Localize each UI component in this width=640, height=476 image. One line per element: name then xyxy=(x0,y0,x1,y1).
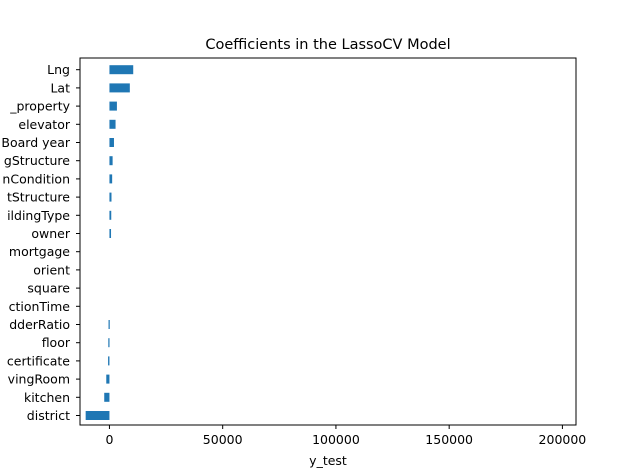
bar-constructionstructure xyxy=(109,192,112,202)
y-tick-label: kitchen xyxy=(24,390,70,405)
bar-ladderratio xyxy=(108,320,110,329)
y-tick-label: Lng xyxy=(47,62,70,77)
y-tick-label: _property xyxy=(9,99,70,114)
bars-group xyxy=(85,65,134,420)
bar-property xyxy=(109,101,117,111)
x-tick-label: 200000 xyxy=(539,432,587,447)
y-tick-label: district xyxy=(27,408,70,423)
bar-owner xyxy=(109,229,112,238)
y-tick-label: vingRoom xyxy=(8,372,70,387)
y-tick-label: mortgage xyxy=(9,244,70,259)
bar-board-year xyxy=(109,138,114,147)
bar-certificate xyxy=(108,356,110,366)
x-tick-label: 0 xyxy=(105,432,113,447)
bar-renovationcondition xyxy=(109,174,113,184)
bar-kitchen xyxy=(104,392,110,402)
bar-district xyxy=(85,411,110,420)
x-axis-label: y_test xyxy=(309,453,347,468)
bar-buildingtype xyxy=(109,210,112,220)
y-tick-label: owner xyxy=(31,226,70,241)
bar-buildingstructure xyxy=(109,156,113,166)
y-tick-label: Lat xyxy=(50,80,70,95)
x-tick-label: 100000 xyxy=(312,432,360,447)
y-tick-label: floor xyxy=(42,335,71,350)
x-tick-label: 150000 xyxy=(425,432,473,447)
bar-lat xyxy=(109,83,130,93)
bar-elevator xyxy=(109,119,116,129)
y-tick-label: ildingType xyxy=(7,208,70,223)
bar-floor xyxy=(108,338,110,348)
y-tick-label: gStructure xyxy=(4,153,70,168)
y-tick-label: tStructure xyxy=(7,190,70,205)
bar-lng xyxy=(109,65,134,75)
y-tick-label: nCondition xyxy=(2,171,70,186)
y-tick-label: certificate xyxy=(7,353,70,368)
bar-livingroom xyxy=(106,374,110,384)
x-axis: 0 50000 100000 150000 200000 xyxy=(105,425,586,447)
y-tick-label: square xyxy=(27,281,70,296)
y-tick-label: ctionTime xyxy=(9,299,71,314)
x-tick-label: 50000 xyxy=(203,432,243,447)
y-tick-label: Board year xyxy=(1,135,70,150)
chart-title: Coefficients in the LassoCV Model xyxy=(205,37,450,53)
y-tick-label: orient xyxy=(33,262,70,277)
y-tick-label: elevator xyxy=(18,117,70,132)
plot-frame xyxy=(79,57,577,426)
y-axis: district kitchen vingRoom certificate floor d… xyxy=(1,62,80,423)
y-tick-label: dderRatio xyxy=(9,317,70,332)
